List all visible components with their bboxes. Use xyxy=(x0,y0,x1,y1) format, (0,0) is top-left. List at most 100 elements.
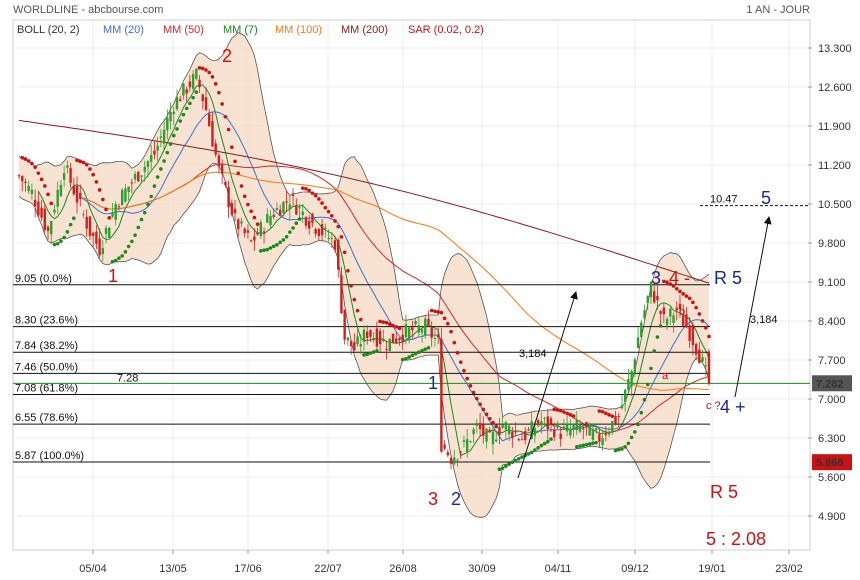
candle-body xyxy=(282,201,285,214)
candle-body xyxy=(272,214,275,217)
wave-label: 4 - xyxy=(669,268,690,288)
candle-body xyxy=(565,424,569,432)
sar-dot xyxy=(500,466,505,470)
candle-body xyxy=(111,212,114,217)
sar-dot xyxy=(168,142,173,146)
sar-dot xyxy=(126,244,131,249)
candle-body xyxy=(540,421,543,426)
fib-label: 8.30 (23.6%) xyxy=(15,315,78,327)
wave-label: R 5 xyxy=(714,268,742,288)
sar-dot xyxy=(578,444,582,448)
candle-body xyxy=(72,185,76,195)
sar-dot xyxy=(310,191,315,195)
sar-dot xyxy=(42,184,47,188)
sar-dot xyxy=(639,410,644,415)
candle-body xyxy=(623,389,627,402)
sar-dot xyxy=(429,308,434,313)
candle-body xyxy=(130,182,134,184)
sar-dot xyxy=(468,384,473,388)
candle-body xyxy=(672,315,675,323)
candle-body xyxy=(24,181,27,183)
candle-body xyxy=(162,129,166,144)
sar-dot xyxy=(684,294,689,298)
candle-body xyxy=(588,423,591,436)
candle-body xyxy=(698,349,701,364)
candle-body xyxy=(633,359,637,374)
candle-body xyxy=(514,430,517,433)
sar-dot xyxy=(371,350,376,354)
sar-dot xyxy=(375,349,379,353)
candle-body xyxy=(285,201,288,203)
sar-dot xyxy=(558,408,563,413)
sar-dot xyxy=(291,226,295,230)
candle-body xyxy=(349,340,353,347)
sar-dot xyxy=(384,320,389,325)
sar-dot xyxy=(539,443,544,448)
sar-dot xyxy=(59,239,63,244)
candle-body xyxy=(701,357,704,362)
candle-body xyxy=(665,318,669,326)
candle-body xyxy=(646,296,649,304)
candle-body xyxy=(562,426,566,429)
candle-body xyxy=(298,207,301,209)
sar-dot xyxy=(197,66,202,70)
candle-body xyxy=(446,452,450,456)
candle-body xyxy=(166,117,169,131)
x-tick-label: 22/07 xyxy=(314,563,342,575)
candle-body xyxy=(114,204,117,220)
candle-body xyxy=(50,221,53,235)
y-tick-label: 8.400 xyxy=(818,316,846,328)
sar-dot xyxy=(420,348,424,353)
candle-body xyxy=(685,314,688,328)
sar-dot xyxy=(442,316,447,321)
sar-dot xyxy=(613,448,618,453)
candle-body xyxy=(620,404,624,409)
candle-body xyxy=(217,155,221,167)
sar-dot xyxy=(529,450,534,455)
candle-body xyxy=(694,343,698,355)
hline-728-label: 7.28 xyxy=(117,372,138,384)
x-tick-label: 13/05 xyxy=(159,563,187,575)
candle-body xyxy=(524,431,527,441)
sar-dot xyxy=(65,229,70,234)
y-tick-label: 12.600 xyxy=(818,82,852,94)
x-tick-label: 26/08 xyxy=(389,563,417,575)
candle-body xyxy=(491,431,495,445)
candle-body xyxy=(195,68,198,79)
sar-dot xyxy=(575,444,579,449)
x-tick-label: 23/02 xyxy=(775,563,803,575)
candle-body xyxy=(214,143,217,155)
candle-body xyxy=(204,97,208,111)
sar-dot xyxy=(465,376,469,381)
candle-body xyxy=(520,439,524,441)
sar-dot xyxy=(507,462,511,466)
sar-dot xyxy=(200,66,205,71)
candle-body xyxy=(669,308,672,317)
sar-dot xyxy=(91,172,95,177)
sar-dot xyxy=(117,256,121,260)
candles xyxy=(17,67,711,470)
sar-dot xyxy=(217,90,221,95)
candle-body xyxy=(559,433,562,439)
sar-dot xyxy=(320,201,324,205)
candle-body xyxy=(88,216,92,237)
sub-wave-label: a xyxy=(662,370,669,382)
candle-body xyxy=(601,438,604,446)
sar-dot xyxy=(645,382,650,387)
sar-dot xyxy=(433,309,437,314)
candle-body xyxy=(220,163,224,174)
candle-body xyxy=(420,329,424,333)
candle-body xyxy=(143,166,146,172)
sar-dot xyxy=(294,221,299,226)
candle-body xyxy=(17,175,21,177)
sar-dot xyxy=(146,202,150,207)
sar-dot xyxy=(142,210,147,215)
sar-dot xyxy=(681,292,686,296)
candle-body xyxy=(536,420,540,426)
candle-body xyxy=(256,232,259,235)
candle-body xyxy=(475,423,479,426)
candle-body xyxy=(594,428,598,431)
sar-dot xyxy=(178,119,183,123)
sar-dot xyxy=(352,297,357,302)
sar-dot xyxy=(697,312,702,316)
